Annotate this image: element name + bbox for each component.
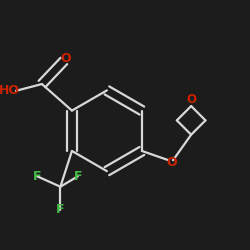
Text: F: F bbox=[74, 170, 82, 183]
Text: O: O bbox=[61, 52, 72, 65]
Text: O: O bbox=[166, 156, 177, 169]
Text: F: F bbox=[56, 203, 65, 216]
Text: O: O bbox=[186, 93, 196, 106]
Text: HO: HO bbox=[0, 84, 20, 98]
Text: F: F bbox=[33, 170, 42, 183]
